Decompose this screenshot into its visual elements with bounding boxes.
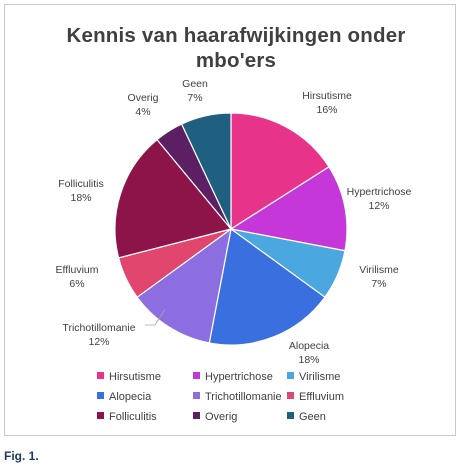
legend-swatch bbox=[287, 412, 294, 419]
slice-value-hirsutisme: 16% bbox=[316, 104, 337, 116]
legend-item-effluvium: Effluvium bbox=[287, 391, 344, 404]
legend-item-virilisme: Virilisme bbox=[287, 371, 340, 384]
pie-slice-alopecia bbox=[208, 227, 326, 346]
legend-label: Overig bbox=[205, 411, 238, 423]
slice-label-virilisme: Virilisme bbox=[359, 264, 399, 276]
pie-slice-geen bbox=[180, 112, 232, 230]
legend-label: Alopecia bbox=[109, 391, 152, 403]
pie-slice-trichotillomanie bbox=[136, 227, 232, 344]
legend-item-overig: Overig bbox=[193, 411, 237, 424]
legend-swatch bbox=[97, 392, 104, 399]
slice-label-effluvium: Effluvium bbox=[56, 264, 99, 276]
legend-item-hypertrichose: Hypertrichose bbox=[193, 371, 273, 384]
slice-value-effluvium: 6% bbox=[69, 278, 84, 290]
legend-label: Virilisme bbox=[299, 371, 341, 383]
legend-item-trichotillomanie: Trichotillomanie bbox=[193, 391, 282, 404]
slice-value-trichotillomanie: 12% bbox=[88, 336, 109, 348]
legend-swatch bbox=[97, 372, 104, 379]
slice-label-alopecia: Alopecia bbox=[289, 340, 329, 352]
pie-slice-hirsutisme bbox=[230, 112, 330, 231]
slice-label-hypertrichose: Hypertrichose bbox=[347, 186, 412, 198]
figure-caption: Fig. 1. bbox=[4, 449, 39, 463]
slice-value-folliculitis: 18% bbox=[70, 192, 91, 204]
slice-value-overig: 4% bbox=[135, 106, 150, 118]
chart-frame: Hirsutisme 16% Hypertrichose 12% Virilisme 7%… bbox=[4, 4, 456, 436]
legend-item-folliculitis: Folliculitis bbox=[97, 411, 157, 424]
legend-label: Effluvium bbox=[299, 391, 345, 403]
pie-slice-hypertrichose bbox=[229, 166, 348, 252]
slice-label-overig: Overig bbox=[128, 92, 159, 104]
legend-label: Folliculitis bbox=[109, 411, 157, 423]
slice-label-folliculitis: Folliculitis bbox=[58, 178, 104, 190]
slice-value-alopecia: 18% bbox=[298, 354, 319, 366]
slice-value-hypertrichose: 12% bbox=[368, 200, 389, 212]
legend-label: Hirsutisme bbox=[109, 371, 161, 383]
chart-title: Kennis van haarafwijkingen onder mbo'ers bbox=[66, 24, 406, 72]
legend-swatch bbox=[287, 372, 294, 379]
slice-label-hirsutisme: Hirsutisme bbox=[302, 90, 352, 102]
legend-label: Geen bbox=[299, 411, 326, 423]
slice-label-geen: Geen bbox=[182, 78, 208, 90]
legend-swatch bbox=[193, 372, 200, 379]
legend-item-hirsutisme: Hirsutisme bbox=[97, 371, 161, 384]
slice-label-trichotillomanie: Trichotillomanie bbox=[62, 322, 135, 334]
leader-line bbox=[145, 308, 166, 326]
legend-label: Trichotillomanie bbox=[205, 391, 282, 403]
slice-value-geen: 7% bbox=[187, 92, 202, 104]
pie-slice-folliculitis bbox=[114, 138, 233, 259]
legend-swatch bbox=[193, 392, 200, 399]
legend-label: Hypertrichose bbox=[205, 371, 273, 383]
legend-swatch bbox=[193, 412, 200, 419]
legend-item-alopecia: Alopecia bbox=[97, 391, 151, 404]
legend-swatch bbox=[287, 392, 294, 399]
pie-chart: Hirsutisme 16% Hypertrichose 12% Virilisme 7%… bbox=[56, 78, 412, 366]
legend-item-geen: Geen bbox=[287, 411, 326, 424]
legend-swatch bbox=[97, 412, 104, 419]
slice-value-virilisme: 7% bbox=[371, 278, 386, 290]
